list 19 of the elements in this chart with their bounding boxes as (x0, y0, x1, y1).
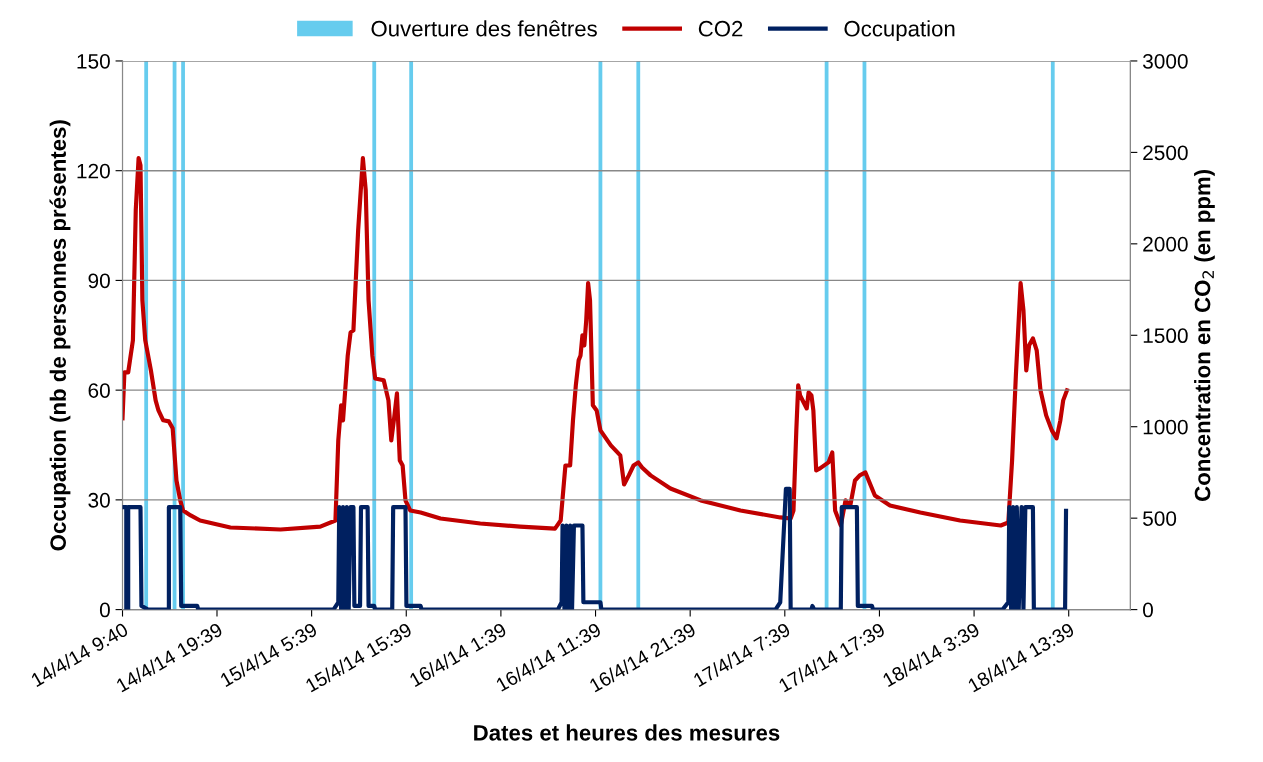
y2-tick-label: 1000 (1143, 419, 1188, 435)
y2-axis-title: Concentration en CO$_{2}$ (en ppm) (1194, 170, 1215, 501)
legend-label: Ouverture des fenêtres (371, 20, 597, 37)
y2-tick-label: 500 (1143, 511, 1177, 526)
y-axis-title: Occupation (nb de personnes présentes) (49, 120, 71, 551)
legend-label: Occupation (844, 20, 955, 41)
y-tick-label: 150 (77, 53, 110, 69)
y-tick-label: 30 (88, 492, 110, 508)
y2-tick-label: 1500 (1143, 328, 1188, 344)
y2-tick-label: 3000 (1142, 53, 1188, 69)
y-tick-label: 60 (88, 383, 110, 398)
y-tick-label: 0 (99, 602, 110, 618)
y2-tick-label: 2000 (1143, 236, 1188, 252)
y2-tick-label: 2500 (1143, 145, 1188, 161)
y2-tick-label: 0 (1143, 602, 1153, 618)
y-tick-label: 90 (88, 273, 110, 289)
y-tick-label: 120 (77, 163, 110, 179)
x-axis-title: Dates et heures des mesures (474, 724, 780, 741)
legend-label: CO2 (698, 20, 743, 37)
